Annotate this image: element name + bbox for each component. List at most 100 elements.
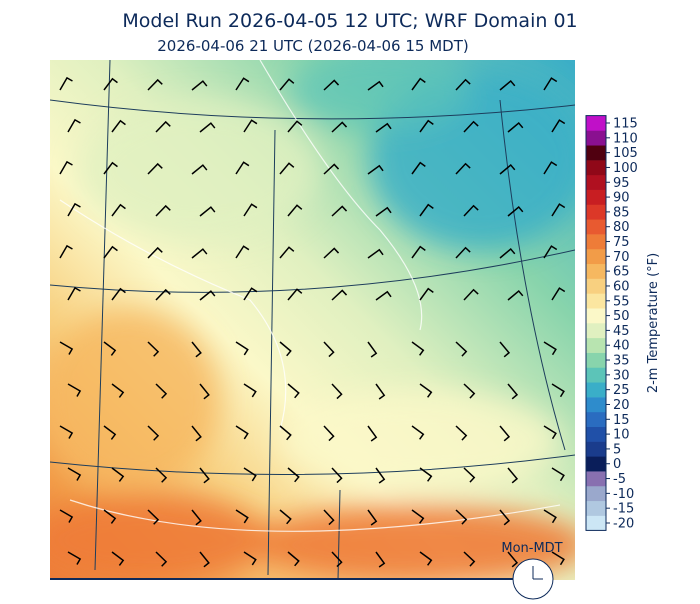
colorbar-tick-label: 15 xyxy=(613,413,630,428)
wind-barb xyxy=(191,80,208,91)
colorbar-segment xyxy=(586,471,606,487)
colorbar-segment xyxy=(586,382,606,398)
wind-barb xyxy=(199,290,216,301)
wind-barb xyxy=(191,425,202,442)
colorbar-segment xyxy=(586,248,606,265)
wind-barb xyxy=(455,78,471,91)
wind-barb xyxy=(287,120,303,133)
colorbar-segment xyxy=(586,456,606,472)
colorbar-segment xyxy=(586,411,606,427)
wind-barb xyxy=(147,509,160,525)
wind-barb xyxy=(411,77,426,91)
colorbar-segment xyxy=(586,367,606,383)
wind-barb xyxy=(507,121,524,133)
wind-barb xyxy=(103,245,118,259)
colorbar-segment xyxy=(586,500,606,516)
wind-barb xyxy=(499,425,511,442)
wind-barb xyxy=(499,247,516,259)
wind-barb xyxy=(331,289,348,301)
wind-barb xyxy=(199,383,210,400)
colorbar-tick-label: 45 xyxy=(613,324,630,339)
wind-barb xyxy=(287,467,300,483)
wind-barb xyxy=(111,203,126,217)
colorbar-segment xyxy=(586,485,606,502)
wind-barb xyxy=(243,383,257,398)
wind-barb xyxy=(419,119,434,133)
wind-barb xyxy=(279,78,295,91)
colorbar-tick-label: 35 xyxy=(613,354,630,369)
wind-barb xyxy=(331,551,343,568)
colorbar-tick-label: 50 xyxy=(613,309,630,324)
wind-barb xyxy=(507,289,524,301)
wind-barb xyxy=(235,425,249,440)
colorbar-tick-label: 70 xyxy=(613,250,630,265)
wind-barb xyxy=(323,247,340,259)
wind-barb xyxy=(499,509,511,526)
colorbar-segment xyxy=(586,219,606,235)
wind-barb xyxy=(243,467,257,482)
wind-barb xyxy=(155,120,171,133)
wind-barb xyxy=(499,79,516,91)
wind-barb xyxy=(235,77,250,91)
wind-barb xyxy=(243,203,258,217)
wind-barb xyxy=(543,425,557,440)
wind-barb xyxy=(191,248,208,259)
wind-barb xyxy=(331,121,348,133)
wind-barb xyxy=(103,425,117,440)
wind-barb xyxy=(103,77,118,91)
wind-barb xyxy=(411,425,425,440)
wind-barb xyxy=(375,383,386,400)
wind-barb xyxy=(419,383,433,398)
wind-barb xyxy=(147,246,163,259)
colorbar-segment xyxy=(586,308,606,324)
colorbar-tick-label: 110 xyxy=(613,131,638,146)
wind-barb xyxy=(463,383,476,399)
wind-barb xyxy=(551,383,565,398)
wind-barb xyxy=(59,341,74,355)
colorbar-segment xyxy=(586,234,606,250)
wind-barb xyxy=(199,122,216,133)
wind-barb xyxy=(507,205,524,217)
colorbar-tick-label: 60 xyxy=(613,279,630,294)
colorbar-tick-label: 0 xyxy=(613,457,621,472)
wind-barb xyxy=(279,425,292,441)
wind-barb xyxy=(323,509,335,526)
wind-barb xyxy=(323,163,340,175)
wind-barb xyxy=(411,161,426,175)
wind-barb xyxy=(59,244,73,259)
wind-barb xyxy=(455,425,468,441)
wind-barb xyxy=(463,467,476,483)
wind-barb xyxy=(243,551,257,566)
wind-barb xyxy=(287,288,303,301)
wind-barb xyxy=(199,551,210,568)
wind-barb xyxy=(323,425,335,442)
wind-barb xyxy=(235,161,250,175)
colorbar-segment xyxy=(586,352,606,368)
wind-barb xyxy=(551,467,565,482)
wind-barb xyxy=(59,76,73,91)
wind-barb xyxy=(551,119,566,133)
wind-barb xyxy=(111,551,125,566)
wind-barb xyxy=(463,120,479,133)
wind-barb xyxy=(455,509,468,525)
wind-barb xyxy=(235,245,250,259)
wind-barb xyxy=(367,341,378,358)
wind-barb xyxy=(59,160,73,175)
colorbar-tick-label: 105 xyxy=(613,146,638,161)
clock xyxy=(512,558,554,600)
wind-barb xyxy=(191,164,208,175)
colorbar-tick-label: 30 xyxy=(613,368,630,383)
wind-barb xyxy=(147,425,160,441)
colorbar-segment xyxy=(586,263,606,279)
wind-barb xyxy=(419,551,433,566)
wind-barb xyxy=(191,509,202,526)
wind-barb xyxy=(507,467,519,484)
colorbar-tick-label: -15 xyxy=(613,502,634,517)
clock-label: Mon-MDT xyxy=(501,541,562,556)
colorbar-tick-label: 95 xyxy=(613,176,630,191)
colorbar-segment xyxy=(586,115,606,131)
wind-barb xyxy=(411,341,425,356)
wind-barb xyxy=(235,341,249,356)
colorbar-tick-label: 25 xyxy=(613,383,630,398)
